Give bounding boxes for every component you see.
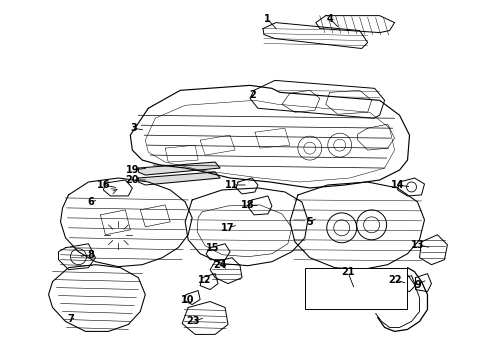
Text: 23: 23 [186, 316, 200, 327]
Bar [305, 268, 407, 310]
Polygon shape [138, 162, 220, 175]
Text: 6: 6 [87, 197, 94, 207]
Polygon shape [263, 23, 368, 49]
Text: 9: 9 [414, 280, 421, 289]
Text: 4: 4 [326, 14, 333, 24]
Text: 15: 15 [206, 243, 220, 253]
Text: 20: 20 [125, 175, 139, 185]
Text: 16: 16 [97, 180, 110, 190]
Text: 5: 5 [306, 217, 313, 227]
Text: 17: 17 [221, 223, 235, 233]
Text: 8: 8 [87, 250, 94, 260]
Polygon shape [290, 182, 424, 270]
Text: 12: 12 [198, 275, 212, 285]
Text: 13: 13 [411, 240, 424, 250]
Polygon shape [130, 85, 410, 188]
Polygon shape [316, 15, 394, 32]
Text: 11: 11 [225, 180, 239, 190]
Text: 22: 22 [388, 275, 401, 285]
Polygon shape [138, 172, 220, 185]
Polygon shape [49, 265, 145, 332]
Text: 1: 1 [264, 14, 270, 24]
Polygon shape [182, 302, 228, 334]
Text: 7: 7 [67, 314, 74, 324]
Text: 10: 10 [181, 294, 195, 305]
Text: 24: 24 [213, 260, 227, 270]
Polygon shape [61, 178, 192, 267]
Text: 14: 14 [391, 180, 404, 190]
Text: 19: 19 [125, 165, 139, 175]
Polygon shape [250, 80, 385, 118]
Text: 21: 21 [341, 267, 354, 276]
Text: 3: 3 [130, 123, 137, 133]
Polygon shape [185, 188, 308, 266]
Text: 18: 18 [241, 200, 255, 210]
Text: 2: 2 [249, 90, 256, 100]
